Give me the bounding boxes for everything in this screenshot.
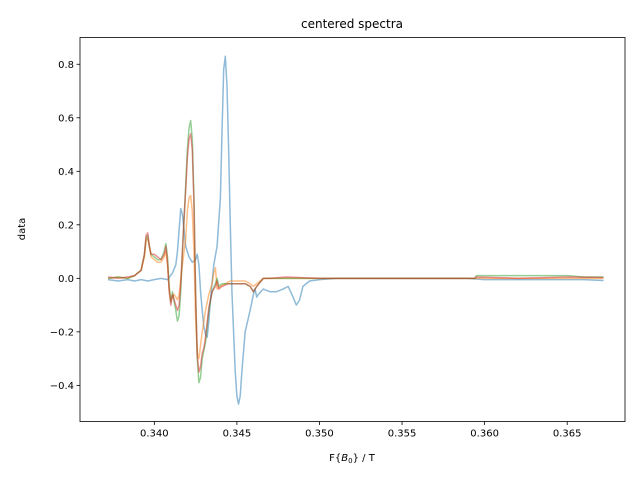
y-tick-label: −0.4 [50, 381, 74, 392]
x-tick-label: 0.340 [140, 429, 169, 440]
x-tick-label: 0.350 [305, 429, 334, 440]
y-tick-label: 0.0 [58, 274, 74, 285]
plot-frame [79, 37, 626, 422]
x-axis-label-prefix: F{ [329, 453, 341, 464]
plot-lines [107, 55, 604, 405]
y-axis: −0.4 −0.2 0.0 0.2 0.4 0.6 0.8 [50, 60, 80, 392]
chart-title: centered spectra [301, 17, 403, 31]
y-tick-label: 0.2 [58, 220, 74, 231]
x-tick-label: 0.345 [223, 429, 252, 440]
y-axis-label: data [17, 218, 28, 241]
y-tick-label: 0.6 [58, 113, 74, 124]
x-tick-label: 0.360 [470, 429, 499, 440]
x-tick-label: 0.355 [388, 429, 417, 440]
y-tick-label: 0.8 [58, 60, 74, 71]
x-axis: 0.340 0.345 0.350 0.355 0.360 0.365 [140, 421, 582, 440]
series-line-1 [107, 55, 604, 405]
series-line-2 [107, 194, 604, 360]
x-axis-label-symbol: B [341, 453, 348, 464]
x-axis-label: F{B0} / T [329, 453, 376, 465]
x-axis-label-suffix: } / T [353, 453, 376, 464]
y-tick-label: −0.2 [50, 327, 74, 338]
y-tick-label: 0.4 [58, 167, 74, 178]
series-line-4 [107, 133, 604, 373]
x-tick-label: 0.365 [553, 429, 582, 440]
x-axis-label-subscript: 0 [348, 457, 352, 465]
